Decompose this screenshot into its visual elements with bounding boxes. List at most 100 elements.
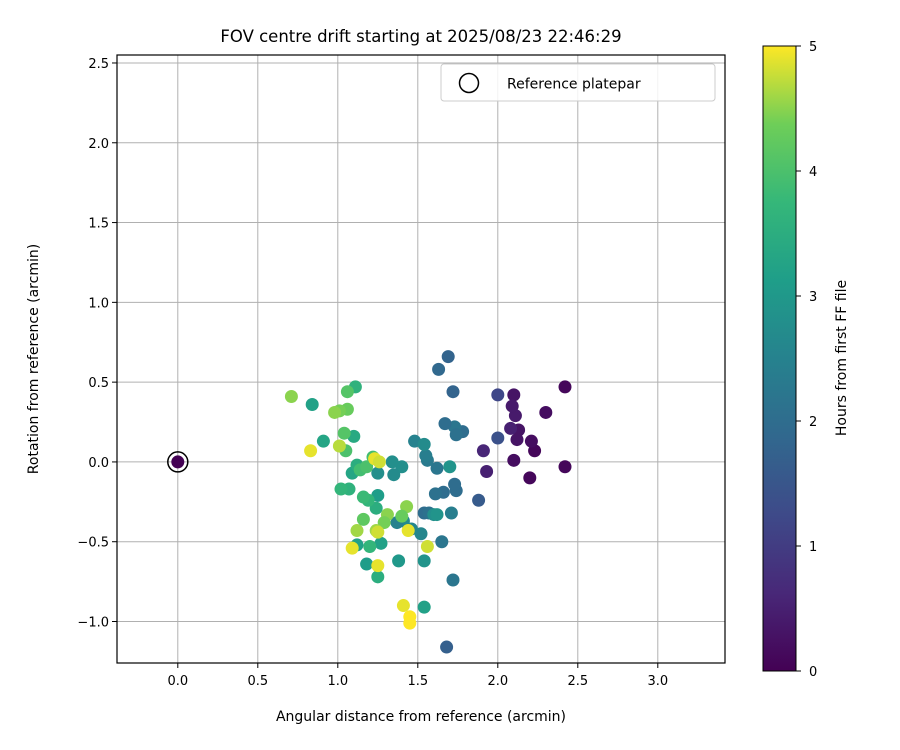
scatter-point	[371, 559, 385, 573]
scatter-point	[350, 524, 364, 538]
scatter-point	[558, 380, 572, 394]
scatter-point	[395, 509, 409, 523]
scatter-point	[304, 444, 318, 458]
scatter-point	[387, 468, 401, 482]
colorbar-tick-label: 1	[809, 540, 817, 555]
scatter-point	[401, 524, 415, 538]
y-tick-label: −0.5	[77, 536, 109, 551]
scatter-point	[414, 527, 428, 541]
plot-frame	[116, 54, 726, 664]
scatter-point	[371, 525, 385, 539]
scatter-point	[337, 426, 351, 440]
legend-marker-icon	[458, 72, 480, 94]
scatter-point	[428, 487, 442, 501]
gridlines	[117, 55, 725, 663]
scatter-point	[504, 421, 518, 435]
y-tick-label: 0.5	[88, 376, 109, 391]
scatter-point	[417, 554, 431, 568]
scatter-point	[385, 455, 399, 469]
scatter-point	[345, 541, 359, 555]
scatter-point	[374, 536, 388, 550]
scatter-point	[392, 554, 406, 568]
scatter-point	[430, 461, 444, 475]
data-points	[167, 350, 572, 654]
scatter-point	[356, 490, 370, 504]
scatter-point	[400, 500, 414, 514]
scatter-point	[524, 434, 538, 448]
scatter-point	[446, 385, 460, 399]
scatter-point	[332, 439, 346, 453]
scatter-point	[523, 471, 537, 485]
scatter-point	[417, 600, 431, 614]
scatter-point	[507, 453, 521, 467]
x-tick-label: 0.5	[247, 674, 268, 689]
scatter-point	[507, 388, 521, 402]
scatter-point	[446, 573, 460, 587]
colorbar-tick-label: 3	[809, 290, 817, 305]
scatter-point	[371, 488, 385, 502]
x-axis-label: Angular distance from reference (arcmin)	[276, 709, 566, 725]
scatter-point	[360, 460, 374, 474]
scatter-point	[360, 557, 374, 571]
scatter-point	[419, 449, 433, 463]
scatter-point	[438, 417, 452, 431]
colorbar-tick-label: 4	[809, 165, 817, 180]
scatter-point	[476, 444, 490, 458]
y-axis: −1.0 −0.5 0.0 0.5 1.0 1.5 2.0 2.5	[77, 57, 117, 631]
colorbar-ticks: 0 1 2 3 4 5	[796, 40, 817, 680]
scatter-point	[328, 405, 342, 419]
y-tick-label: 0.0	[88, 456, 109, 471]
scatter-point	[363, 540, 377, 554]
colorbar-label: Hours from first FF file	[834, 280, 850, 436]
x-tick-label: 2.0	[487, 674, 508, 689]
scatter-point	[371, 466, 385, 480]
scatter-point	[448, 477, 462, 491]
colorbar-tick-label: 2	[809, 415, 817, 430]
x-tick-label: 2.5	[567, 674, 588, 689]
x-tick-label: 0.0	[167, 674, 188, 689]
scatter-point	[440, 640, 454, 654]
scatter-point	[420, 540, 434, 554]
scatter-point	[558, 460, 572, 474]
colorbar-tick-label: 0	[809, 665, 817, 680]
scatter-point	[284, 390, 298, 404]
scatter-point	[369, 501, 383, 515]
x-tick-label: 3.0	[647, 674, 668, 689]
scatter-point	[505, 399, 519, 413]
y-tick-label: −1.0	[77, 616, 109, 631]
scatter-point	[356, 512, 370, 526]
scatter-point	[441, 350, 455, 364]
scatter-point	[403, 616, 417, 630]
scatter-point	[430, 508, 444, 522]
scatter-point	[305, 397, 319, 411]
scatter-point	[334, 482, 348, 496]
scatter-point	[480, 465, 494, 479]
scatter-point	[539, 405, 553, 419]
y-tick-label: 2.5	[88, 57, 109, 72]
scatter-point	[316, 434, 330, 448]
scatter-point	[444, 506, 458, 520]
y-tick-label: 1.5	[88, 217, 109, 232]
y-tick-label: 2.0	[88, 137, 109, 152]
scatter-point	[491, 388, 505, 402]
legend: Reference platepar	[440, 63, 716, 102]
x-tick-label: 1.5	[407, 674, 428, 689]
colorbar: 0 1 2 3 4 5 Hours from first FF file	[762, 40, 850, 680]
scatter-point	[472, 493, 486, 507]
x-tick-label: 1.0	[327, 674, 348, 689]
scatter-point	[449, 428, 463, 442]
scatter-point	[443, 460, 457, 474]
scatter-point	[377, 516, 391, 530]
reference-point	[171, 455, 185, 469]
scatter-point	[340, 385, 354, 399]
reference-platepar-marker	[167, 451, 189, 473]
scatter-point	[510, 433, 524, 447]
scatter-point	[417, 437, 431, 451]
scatter-point	[432, 362, 446, 376]
chart-title: FOV centre drift starting at 2025/08/23 …	[220, 27, 621, 46]
scatter-point	[395, 460, 409, 474]
scatter-point	[396, 599, 410, 613]
y-tick-label: 1.0	[88, 296, 109, 311]
legend-box	[440, 63, 716, 102]
colorbar-tick-label: 5	[809, 40, 817, 55]
